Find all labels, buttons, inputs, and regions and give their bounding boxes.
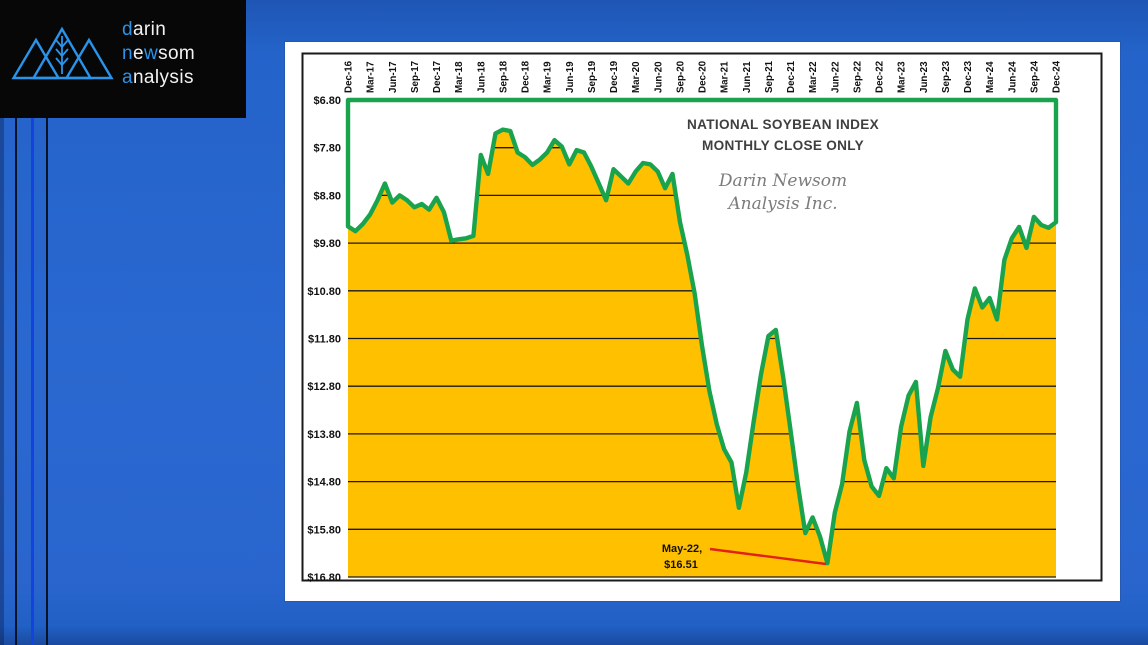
y-axis-tick-label: $14.80 [307, 477, 341, 489]
y-axis-tick-label: $9.80 [313, 238, 341, 250]
chart-title-line1: NATIONAL SOYBEAN INDEX [687, 117, 879, 132]
desktop-stripe-dark-right [46, 117, 48, 645]
x-axis-tick-label: Dec-19 [609, 60, 620, 93]
x-axis-tick-label: Sep-18 [498, 60, 509, 93]
y-axis-tick-label: $11.80 [308, 334, 341, 346]
x-axis-tick-label: Sep-20 [675, 60, 686, 93]
x-axis-tick-label: Jun-19 [565, 61, 576, 93]
y-axis-tick-label: $16.80 [307, 572, 341, 584]
chart-panel[interactable]: $6.80 $7.80 $8.80 $9.80 $10.80 $11.80 $12.80 $1… [285, 42, 1120, 601]
x-axis-tick-label: Sep-24 [1029, 60, 1040, 93]
chart-frame [301, 52, 1103, 582]
desktop-left-edge-shade [0, 0, 4, 645]
soybean-price-line [345, 97, 1059, 566]
y-axis-tick-label: $12.80 [307, 381, 341, 393]
watermark-line1: Darin Newsom [718, 171, 847, 191]
brand-wordmark: darin newsom analysis [122, 18, 195, 90]
watermark-line2: Analysis Inc. [726, 194, 837, 214]
brand-wordmark-line: analysis [122, 67, 194, 88]
chart-title-line2: MONTHLY CLOSE ONLY [702, 138, 864, 153]
x-axis-tick-label: Sep-21 [764, 60, 775, 93]
logo-box: darin newsom analysis [0, 0, 246, 118]
x-axis-tick-label: Mar-17 [366, 61, 377, 93]
desktop-stripe-dark-left [15, 117, 17, 645]
y-axis-tick-label: $7.80 [313, 143, 341, 155]
brand-wordmark-line: newsom [122, 43, 196, 64]
x-axis-tick-label: Jun-18 [476, 61, 487, 93]
x-axis-tick-label: Jun-20 [653, 61, 664, 93]
x-axis-tick-label: Jun-17 [388, 61, 399, 93]
x-axis-tick-label: Dec-21 [786, 60, 797, 93]
x-axis-tick-label: Dec-23 [963, 60, 974, 93]
x-axis-tick-label: Dec-18 [521, 60, 532, 93]
x-axis-tick-label: Sep-22 [852, 60, 863, 93]
x-axis-tick-label: Jun-23 [919, 61, 930, 93]
x-axis-tick-label: Mar-21 [720, 61, 731, 93]
wheat-stalk-icon [55, 36, 69, 74]
brand-wordmark-line: darin [122, 19, 167, 40]
x-axis-tick-label: Dec-24 [1052, 60, 1063, 93]
x-axis-tick-label: Dec-16 [344, 60, 355, 93]
annotation-label-line1: May-22, [662, 543, 702, 555]
x-axis-tick-label: Mar-23 [897, 61, 908, 93]
x-axis-tick-label: Mar-20 [631, 61, 642, 93]
y-axis-tick-label: $6.80 [313, 95, 341, 107]
x-axis-tick-label: Jun-21 [742, 61, 753, 93]
x-axis-tick-label: Dec-20 [698, 60, 709, 93]
x-axis-tick-label: Mar-22 [808, 61, 819, 93]
x-axis-tick-label: Jun-24 [1007, 61, 1018, 93]
y-axis-tick-label: $10.80 [307, 286, 341, 298]
soybean-index-chart: $6.80 $7.80 $8.80 $9.80 $10.80 $11.80 $12.80 $1… [301, 52, 1103, 584]
y-axis-tick-label: $13.80 [307, 429, 341, 441]
y-axis-tick-label: $15.80 [307, 524, 341, 536]
x-axis-tick-label: Sep-23 [941, 60, 952, 93]
x-axis-tick-label: Dec-17 [432, 60, 443, 93]
x-axis-tick-label: Jun-22 [830, 61, 841, 93]
x-axis-tick-label: Mar-24 [985, 61, 996, 93]
x-axis-tick-label: Mar-18 [454, 61, 465, 93]
x-axis-tick-label: Mar-19 [543, 61, 554, 93]
annotation-callout-line [709, 547, 827, 566]
x-axis-tick-label: Sep-17 [410, 60, 421, 93]
annotation-label-line2: $16.51 [664, 559, 698, 571]
y-axis-tick-label: $8.80 [313, 190, 341, 202]
x-axis-tick-label: Sep-19 [587, 60, 598, 93]
desktop-stripe-blue [31, 117, 34, 645]
logo-triangles-icon [11, 26, 114, 80]
x-axis-tick-label: Dec-22 [875, 60, 886, 93]
